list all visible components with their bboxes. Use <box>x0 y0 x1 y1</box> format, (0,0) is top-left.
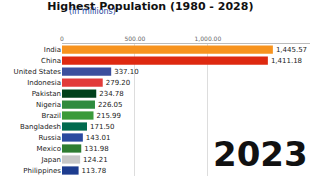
svg-text:0: 0 <box>60 35 64 42</box>
svg-text:337.10: 337.10 <box>114 68 138 76</box>
svg-text:Bangladesh: Bangladesh <box>20 123 61 131</box>
svg-text:113.78: 113.78 <box>82 167 107 175</box>
svg-text:United States: United States <box>14 68 62 76</box>
svg-text:226.05: 226.05 <box>98 101 123 109</box>
svg-text:Indonesia: Indonesia <box>27 79 61 87</box>
svg-text:Nigeria: Nigeria <box>36 101 61 109</box>
svg-text:215.99: 215.99 <box>97 112 122 120</box>
svg-text:234.78: 234.78 <box>99 90 124 98</box>
svg-text:Philippines: Philippines <box>23 167 61 175</box>
svg-text:279.20: 279.20 <box>106 79 131 87</box>
svg-text:Mexico: Mexico <box>37 145 61 153</box>
svg-text:500.00: 500.00 <box>124 35 145 42</box>
svg-text:Pakistan: Pakistan <box>32 90 61 98</box>
svg-text:India: India <box>44 46 61 54</box>
svg-text:China: China <box>41 57 61 65</box>
svg-text:Brazil: Brazil <box>41 112 61 120</box>
svg-text:1,411.18: 1,411.18 <box>271 57 302 65</box>
svg-text:1,000.00: 1,000.00 <box>195 35 222 42</box>
svg-text:171.50: 171.50 <box>90 123 115 131</box>
svg-text:Japan: Japan <box>40 156 61 164</box>
svg-text:143.01: 143.01 <box>86 134 111 142</box>
svg-text:124.21: 124.21 <box>83 156 108 164</box>
svg-text:1,445.57: 1,445.57 <box>276 46 307 54</box>
svg-text:2023: 2023 <box>213 134 308 174</box>
svg-text:(in millions): (in millions) <box>69 7 116 16</box>
svg-text:Highest Population (1980 - 202: Highest Population (1980 - 2028) <box>47 0 253 13</box>
svg-text:131.98: 131.98 <box>84 145 109 153</box>
svg-text:Russia: Russia <box>38 134 61 142</box>
